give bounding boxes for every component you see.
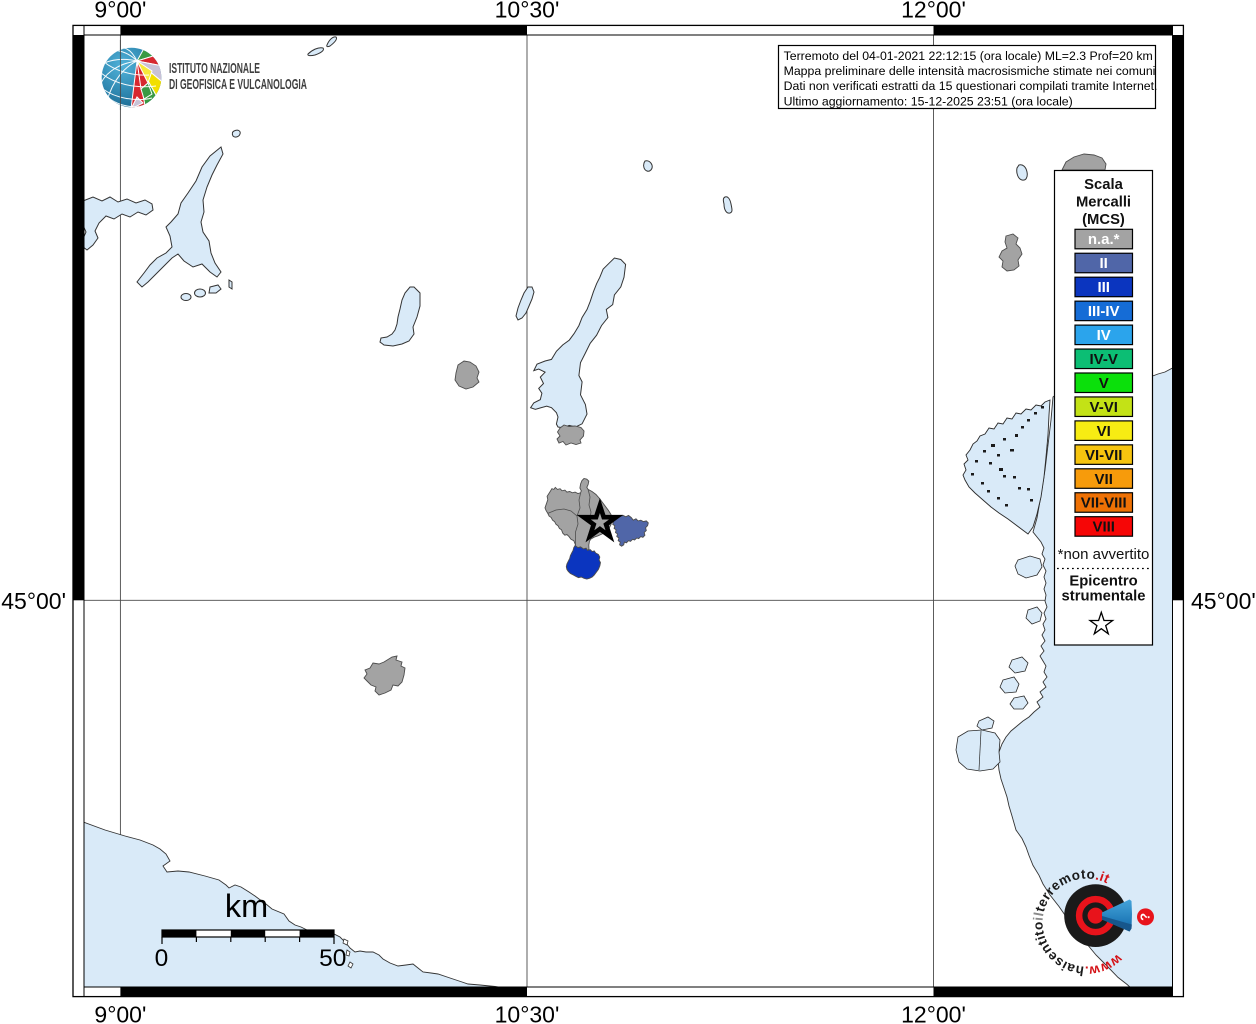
svg-text:IV-V: IV-V [1090,351,1118,368]
svg-text:VIII: VIII [1092,519,1115,536]
svg-text:II: II [1100,255,1108,272]
svg-text:VI-VII: VI-VII [1085,447,1123,464]
svg-text:0: 0 [155,945,169,972]
svg-text:VI: VI [1097,423,1111,440]
svg-text:(MCS): (MCS) [1082,212,1125,228]
svg-text:Dati non verificati estratti d: Dati non verificati estratti da 15 quest… [784,79,1158,93]
svg-text:strumentale: strumentale [1062,589,1146,605]
svg-text:III-IV: III-IV [1088,303,1120,320]
svg-text:*non avvertito: *non avvertito [1058,546,1150,563]
svg-text:45°00': 45°00' [1,588,66,614]
svg-text:IV: IV [1097,327,1111,344]
svg-text:Mercalli: Mercalli [1076,195,1131,211]
svg-text:12°00': 12°00' [901,1002,966,1024]
svg-text:Epicentro: Epicentro [1069,574,1137,590]
svg-text:ISTITUTO NAZIONALE: ISTITUTO NAZIONALE [169,61,260,77]
svg-text:DI GEOFISICA E VULCANOLOGIA: DI GEOFISICA E VULCANOLOGIA [169,77,307,93]
svg-text:?: ? [1138,913,1153,921]
svg-text:50: 50 [319,945,346,972]
svg-text:V-VI: V-VI [1090,399,1118,416]
svg-text:VII: VII [1095,471,1113,488]
svg-text:Ultimo aggiornamento: 15-12-20: Ultimo aggiornamento: 15-12-2025 23:51 (… [784,95,1073,109]
svg-text:9°00': 9°00' [94,0,146,23]
svg-text:9°00': 9°00' [94,1002,146,1024]
svg-text:Terremoto del 04-01-2021 22:12: Terremoto del 04-01-2021 22:12:15 (ora l… [784,49,1153,63]
svg-text:V: V [1099,375,1109,392]
svg-text:10°30': 10°30' [495,0,560,23]
svg-text:10°30': 10°30' [495,1002,560,1024]
svg-text:n.a.*: n.a.* [1088,231,1120,248]
svg-text:km: km [225,888,268,924]
svg-text:12°00': 12°00' [901,0,966,23]
svg-text:VII-VIII: VII-VIII [1081,495,1127,512]
svg-text:Scala: Scala [1084,177,1123,193]
svg-text:Mappa preliminare delle intens: Mappa preliminare delle intensità macros… [784,64,1156,78]
svg-text:45°00': 45°00' [1191,588,1256,614]
svg-text:III: III [1097,279,1110,296]
